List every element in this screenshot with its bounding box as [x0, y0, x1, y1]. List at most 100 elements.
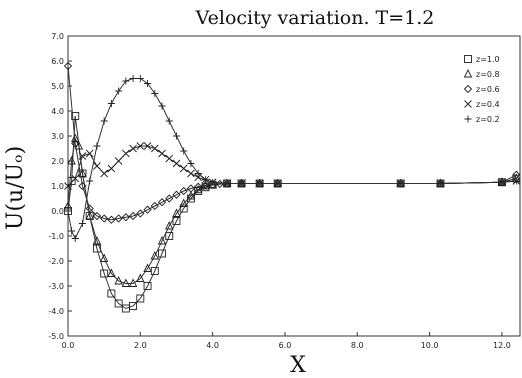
data-point: [121, 213, 130, 222]
y-tick-label: -5.0: [48, 332, 64, 341]
data-point: [71, 139, 80, 148]
x-tick-label: 10.0: [421, 341, 439, 350]
y-axis-ticks: -5.0 -4.0 -3.0 -2.0 -1.0 0.0 1.0 2.0 3.0 4.0 5.0 6.…: [48, 32, 72, 341]
data-point: [158, 149, 166, 158]
data-point: [100, 214, 109, 223]
data-point: [179, 198, 188, 207]
data-point: [68, 227, 76, 235]
data-point: [71, 235, 79, 242]
series-line: [67, 145, 517, 187]
series-line: [67, 136, 517, 284]
data-point: [158, 249, 166, 258]
legend-marker: [464, 100, 472, 108]
data-point: [85, 210, 94, 220]
x-tick-label: 6.0: [279, 341, 292, 350]
data-point: [165, 194, 174, 203]
data-point: [129, 144, 137, 153]
y-tick-label: 0.0: [51, 207, 64, 216]
legend-marker: [464, 115, 472, 123]
data-point: [107, 164, 116, 173]
data-point: [129, 302, 138, 310]
data-point: [114, 214, 123, 223]
y-tick-label: 3.0: [51, 132, 64, 141]
x-tick-label: 2.0: [134, 341, 147, 350]
data-point: [172, 190, 181, 199]
data-point: [136, 209, 145, 218]
data-point: [238, 180, 246, 187]
data-point: [78, 220, 86, 227]
data-point: [107, 215, 116, 224]
data-point: [187, 169, 195, 178]
x-tick-label: 4.0: [206, 341, 219, 350]
data-point: [498, 178, 506, 186]
series-plus: [64, 75, 520, 242]
data-point: [274, 180, 282, 187]
data-point: [143, 282, 152, 290]
data-point: [128, 278, 138, 287]
data-point: [136, 294, 145, 303]
series-x: [64, 142, 521, 190]
y-tick-label: -2.0: [48, 257, 64, 266]
series-diamond: [63, 61, 521, 224]
x-axis-ticks: 0.0 2.0 4.0 6.0 8.0 10.0 12.0: [62, 332, 511, 350]
data-point: [165, 117, 173, 125]
data-point: [107, 289, 116, 298]
data-point: [93, 162, 101, 170]
data-point: [180, 147, 188, 155]
chart-title: Velocity variation. T=1.2: [195, 7, 435, 29]
data-point: [397, 180, 405, 187]
data-point: [194, 182, 203, 191]
x-tick-label: 12.0: [493, 341, 511, 350]
y-tick-label: 4.0: [51, 107, 64, 116]
y-tick-label: -4.0: [48, 307, 64, 316]
y-tick-label: 5.0: [51, 82, 64, 91]
legend-marker: [463, 68, 473, 78]
legend-label: z=0.2: [476, 115, 500, 124]
data-point: [186, 184, 196, 193]
data-point: [86, 177, 94, 185]
data-point: [223, 180, 231, 187]
y-tick-label: -1.0: [48, 232, 64, 241]
data-point: [114, 299, 123, 308]
series-layer: [63, 61, 521, 313]
data-point: [100, 169, 108, 178]
data-point: [121, 278, 131, 287]
data-point: [85, 149, 94, 158]
data-point: [63, 61, 73, 71]
data-point: [172, 208, 181, 217]
data-point: [150, 201, 159, 211]
data-point: [71, 112, 80, 120]
data-point: [128, 211, 138, 221]
data-point: [92, 211, 102, 221]
data-point: [143, 142, 152, 150]
data-point: [165, 220, 174, 230]
y-tick-label: 6.0: [51, 57, 64, 66]
data-point: [122, 149, 130, 158]
data-point: [93, 142, 101, 150]
series-line: [67, 115, 517, 310]
data-point: [158, 102, 166, 110]
y-axis-label: U(u/Uₒ): [3, 146, 28, 230]
data-point: [208, 180, 217, 189]
data-point: [150, 250, 160, 260]
legend-label: z=0.4: [476, 100, 500, 109]
data-point: [179, 164, 188, 173]
data-point: [107, 268, 116, 277]
legend-label: z=0.8: [476, 70, 500, 79]
data-point: [143, 205, 152, 214]
data-point: [136, 142, 145, 150]
data-point: [194, 170, 202, 177]
data-point: [179, 186, 188, 196]
data-point: [100, 269, 109, 278]
y-tick-label: 2.0: [51, 157, 64, 166]
data-point: [201, 181, 210, 190]
data-point: [144, 80, 152, 87]
data-point: [129, 75, 137, 82]
data-point: [201, 176, 209, 184]
data-point: [64, 182, 72, 190]
data-point: [114, 275, 123, 285]
data-point: [71, 174, 80, 183]
data-point: [172, 217, 181, 225]
data-point: [512, 177, 520, 185]
